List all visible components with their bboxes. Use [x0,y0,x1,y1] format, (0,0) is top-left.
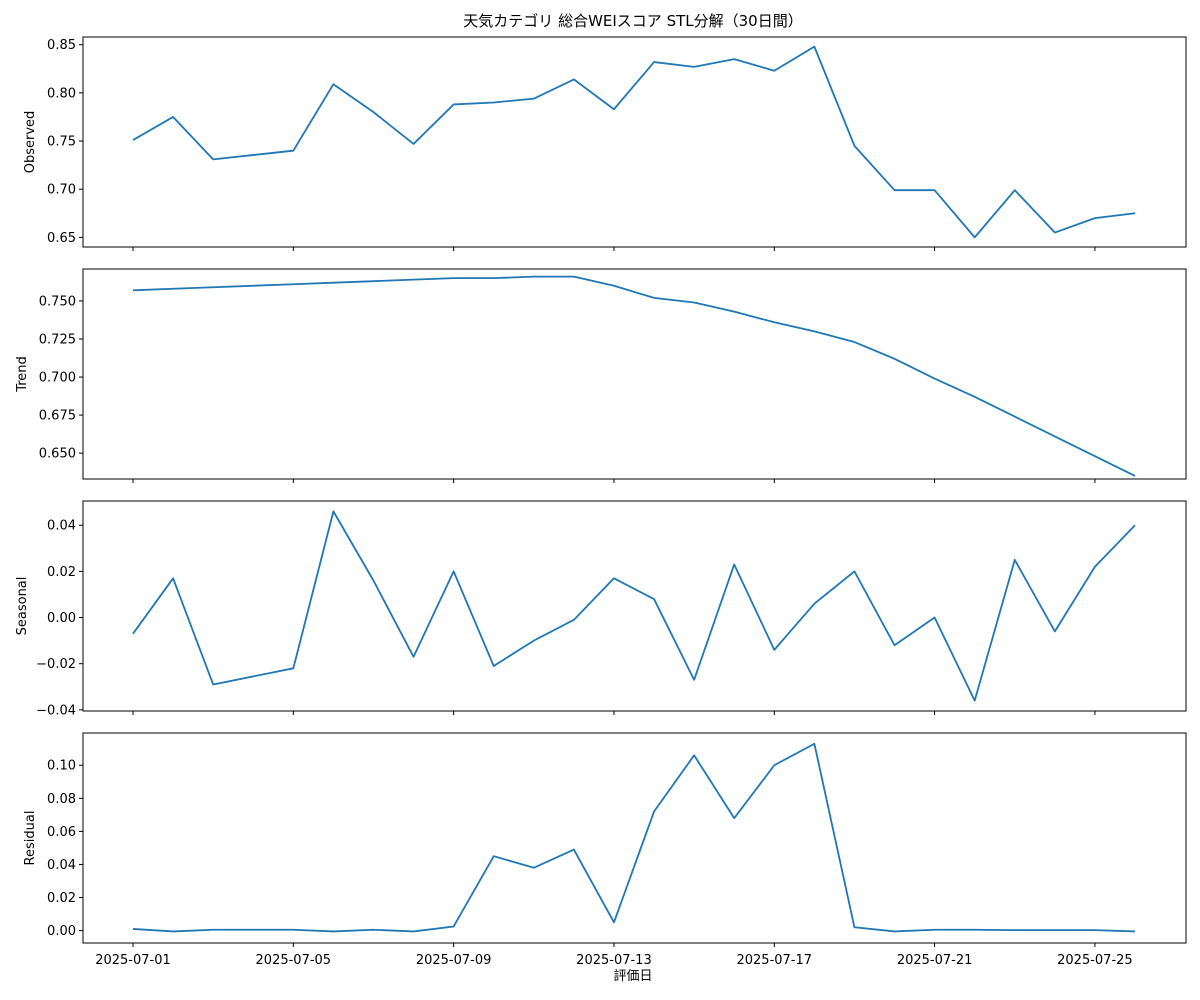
y-axis-label: Residual [23,811,38,866]
y-tick-label: 0.725 [39,333,76,348]
y-tick-label: 0.85 [47,38,76,53]
y-tick-label: −0.02 [36,657,76,672]
panel-frame [82,732,1187,944]
y-tick-label: 0.750 [39,294,76,309]
y-tick-label: 0.04 [47,858,76,873]
y-tick-label: 0.70 [47,183,76,198]
y-tick-label: 0.80 [47,86,76,101]
panel-trend: 0.650 0.675 0.700 0.725 0.750 Trend [15,268,1187,483]
x-tick-label: 2025-07-17 [736,953,812,968]
panels: 0.650.700.750.800.85Observed0.6500.6750.… [15,36,1187,968]
x-tick-label: 2025-07-05 [256,953,332,968]
y-tick-label: 0.75 [47,135,76,150]
panel-frame [82,500,1187,712]
x-tick-label: 2025-07-21 [897,953,973,968]
series-line-observed [132,45,1136,239]
y-tick-label: 0.02 [47,891,76,906]
y-tick-label: 0.650 [39,447,76,462]
panel-frame [82,36,1187,248]
panel-residual: 0.00 0.02 0.04 0.06 0.08 0.10 Residual 2025-07-… [23,732,1187,968]
panel-frame [82,268,1187,480]
y-axis-label: Observed [23,111,38,174]
series-line-seasonal [132,510,1136,702]
x-tick-label: 2025-07-13 [576,953,652,968]
x-tick-label: 2025-07-01 [95,953,171,968]
y-tick-label: −0.04 [36,703,76,718]
y-tick-label: 0.08 [47,792,76,807]
y-tick-label: 0.04 [47,519,76,534]
y-tick-label: 0.65 [47,231,76,246]
y-tick-label: 0.00 [47,611,76,626]
series-line-residual [132,742,1136,933]
y-tick-label: 0.02 [47,565,76,580]
y-tick-label: 0.675 [39,409,76,424]
panel-seasonal: −0.04 −0.02 0.00 0.02 0.04 Seasonal [15,500,1187,718]
x-tick-label: 2025-07-25 [1057,953,1133,968]
chart-title: 天気カテゴリ 総合WEIスコア STL分解（30日間） [463,12,802,30]
x-tick-label: 2025-07-09 [416,953,492,968]
series-line-trend [132,275,1136,477]
y-tick-label: 0.700 [39,371,76,386]
y-tick-label: 0.06 [47,825,76,840]
y-tick-label: 0.00 [47,924,76,939]
y-axis-label: Trend [15,356,30,393]
y-tick-label: 0.10 [47,759,76,774]
x-axis-label: 評価日 [613,969,652,984]
y-axis-label: Seasonal [15,577,30,636]
panel-observed: 0.65 0.70 0.75 0.80 0.85 Observed [23,36,1187,251]
